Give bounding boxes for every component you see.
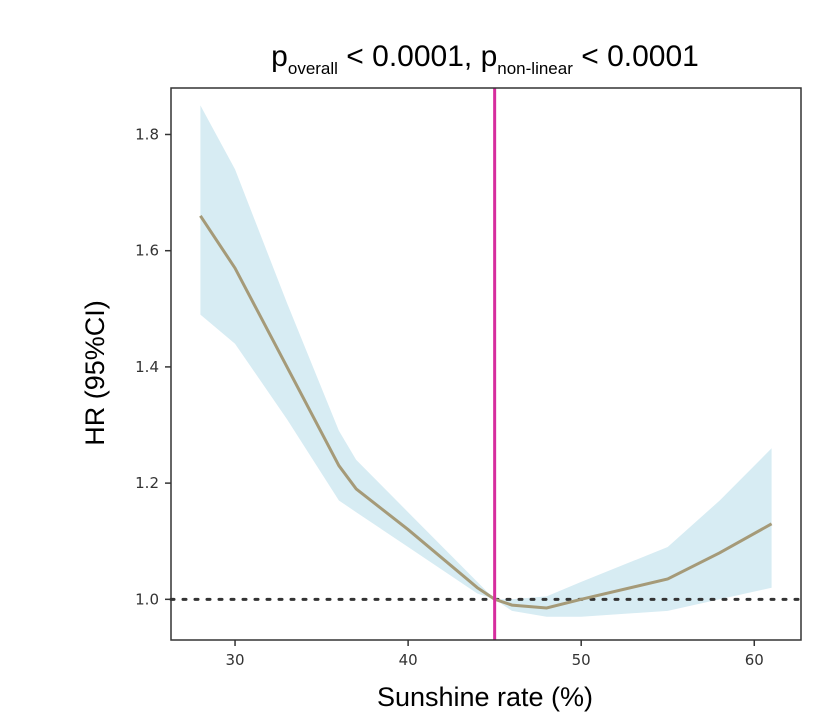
title-p1: p: [271, 40, 288, 73]
y-tick-label: 1.6: [135, 242, 159, 260]
y-tick-label: 1.0: [135, 590, 159, 608]
chart-title: poverall < 0.0001, pnon-linear < 0.0001: [271, 40, 699, 78]
x-axis-title: Sunshine rate (%): [377, 682, 593, 712]
x-tick-label: 40: [399, 651, 418, 669]
x-tick-label: 60: [745, 651, 764, 669]
title-p2-subscript: non-linear: [497, 59, 573, 78]
title-p1-value: < 0.0001,: [338, 40, 481, 73]
title-p1-subscript: overall: [288, 59, 338, 78]
x-axis: 30 40 50 60: [225, 640, 764, 669]
x-tick-label: 50: [572, 651, 591, 669]
y-tick-label: 1.4: [135, 358, 159, 376]
confidence-band: [200, 105, 772, 617]
y-axis: 1.0 1.2 1.4 1.6 1.8: [135, 125, 171, 608]
x-tick-label: 30: [225, 651, 244, 669]
title-p2: p: [481, 40, 498, 73]
panel-border: [170, 87, 802, 641]
y-axis-title: HR (95%CI): [80, 300, 110, 446]
y-tick-label: 1.8: [135, 125, 159, 143]
plot-area: [169, 87, 803, 641]
title-p2-value: < 0.0001: [573, 40, 699, 73]
hr-curve: [199, 214, 773, 610]
y-tick-label: 1.2: [135, 474, 159, 492]
